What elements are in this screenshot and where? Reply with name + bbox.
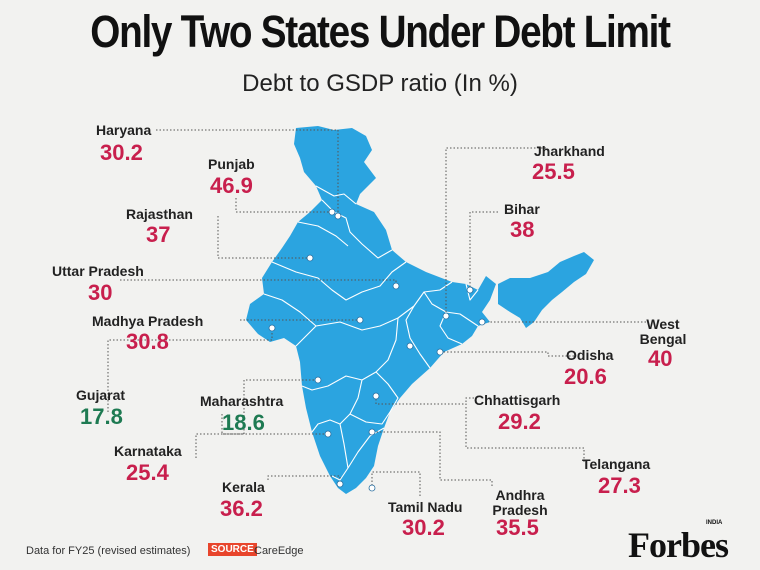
marker-telangana: [372, 392, 380, 400]
label-punjab: Punjab: [208, 156, 255, 172]
source-badge: SOURCE: [208, 543, 257, 556]
label-telangana: Telangana: [582, 456, 651, 472]
value-karnataka: 25.4: [126, 460, 169, 485]
marker-maharashtra: [314, 376, 322, 384]
value-andhra-pradesh: 35.5: [496, 515, 539, 540]
value-jharkhand: 25.5: [532, 159, 575, 184]
capital-markers: [268, 208, 486, 492]
label-odisha: Odisha: [566, 347, 614, 363]
label-west-bengal: West Bengal: [639, 316, 687, 347]
label-rajasthan: Rajasthan: [126, 206, 193, 222]
label-maharashtra: Maharashtra: [200, 393, 284, 409]
label-bihar: Bihar: [504, 201, 540, 217]
source-name: CareEdge: [254, 545, 304, 557]
value-maharashtra: 18.6: [222, 410, 265, 435]
label-madhya-pradesh: Madhya Pradesh: [92, 313, 204, 329]
india-northeast-shape: [498, 252, 594, 328]
value-punjab: 46.9: [210, 173, 253, 198]
marker-gujarat: [268, 324, 276, 332]
marker-tamil-nadu: [368, 484, 376, 492]
marker-chhattisgarh: [406, 342, 414, 350]
label-karnataka: Karnataka: [114, 443, 182, 459]
marker-madhya-pradesh: [356, 316, 364, 324]
marker-punjab: [328, 208, 336, 216]
label-andhra-pradesh: Andhra Pradesh: [492, 487, 548, 518]
value-gujarat: 17.8: [80, 404, 123, 429]
value-chhattisgarh: 29.2: [498, 409, 541, 434]
label-uttar-pradesh: Uttar Pradesh: [52, 263, 144, 279]
marker-rajasthan: [306, 254, 314, 262]
value-haryana: 30.2: [100, 140, 143, 165]
forbes-logo: Forbes: [628, 525, 729, 565]
value-tamil-nadu: 30.2: [402, 515, 445, 540]
marker-jharkhand: [442, 312, 450, 320]
marker-bihar: [466, 286, 474, 294]
value-bihar: 38: [510, 217, 535, 242]
label-chhattisgarh: Chhattisgarh: [474, 392, 561, 408]
footer-note: Data for FY25 (revised estimates): [26, 545, 191, 557]
chart-subtitle: Debt to GSDP ratio (In %): [242, 70, 518, 97]
value-kerala: 36.2: [220, 496, 263, 521]
marker-kerala: [336, 480, 344, 488]
label-kerala: Kerala: [222, 479, 265, 495]
marker-uttar-pradesh: [392, 282, 400, 290]
marker-west-bengal: [478, 318, 486, 326]
value-madhya-pradesh: 30.8: [126, 329, 169, 354]
marker-karnataka: [324, 430, 332, 438]
label-haryana: Haryana: [96, 122, 152, 138]
forbes-edition: INDIA: [706, 520, 723, 526]
value-telangana: 27.3: [598, 473, 641, 498]
value-west-bengal: 40: [648, 346, 673, 371]
label-tamil-nadu: Tamil Nadu: [388, 499, 463, 515]
connector-lines: [107, 129, 646, 496]
marker-haryana: [334, 212, 342, 220]
label-gujarat: Gujarat: [76, 387, 126, 403]
marker-odisha: [436, 348, 444, 356]
label-jharkhand: Jharkhand: [534, 143, 605, 159]
value-uttar-pradesh: 30: [88, 280, 113, 305]
india-mainland-shape: [246, 126, 496, 494]
state-borders: [263, 185, 479, 481]
value-rajasthan: 37: [146, 222, 171, 247]
value-odisha: 20.6: [564, 364, 607, 389]
chart-title: Only Two States Under Debt Limit: [90, 6, 671, 57]
marker-andhra-pradesh: [368, 428, 376, 436]
